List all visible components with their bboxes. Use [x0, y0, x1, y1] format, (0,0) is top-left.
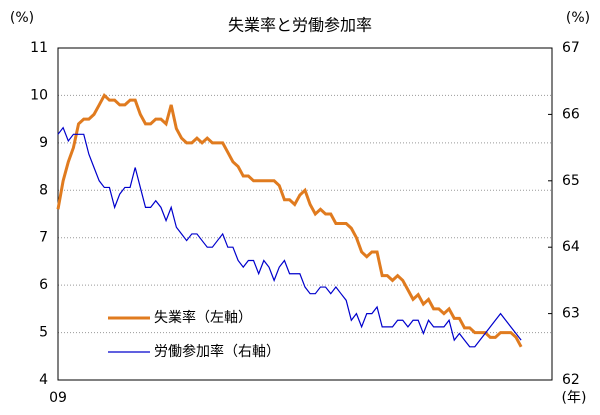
y-tick-label: 7 — [39, 230, 48, 246]
y2-tick-label: 64 — [562, 239, 580, 255]
y-tick-label: 10 — [30, 87, 48, 103]
series-line — [57, 126, 522, 348]
y2-tick-label: 63 — [562, 306, 580, 322]
legend-label: 失業率（左軸） — [154, 309, 252, 326]
y2-tick-label: 62 — [562, 372, 580, 388]
series-line — [56, 93, 523, 348]
x-unit: (年) — [562, 390, 587, 406]
chart-title: 失業率と労働参加率 — [228, 16, 372, 35]
y-tick-label: 11 — [30, 40, 48, 56]
y-tick-label: 6 — [39, 277, 48, 293]
y-tick-label: 9 — [39, 135, 48, 151]
y2-tick-label: 67 — [562, 40, 580, 56]
y2-tick-label: 66 — [562, 106, 580, 122]
y2-tick-label: 65 — [562, 173, 580, 189]
y2-unit: (%) — [566, 10, 590, 26]
plot-frame — [57, 47, 553, 381]
y-unit: (%) — [10, 10, 34, 26]
y-tick-label: 4 — [39, 372, 48, 388]
legend-label: 労働参加率（右軸） — [154, 343, 280, 360]
x-tick-label: 09 — [49, 390, 67, 406]
y-tick-label: 8 — [39, 182, 48, 198]
y-tick-label: 5 — [39, 325, 48, 341]
